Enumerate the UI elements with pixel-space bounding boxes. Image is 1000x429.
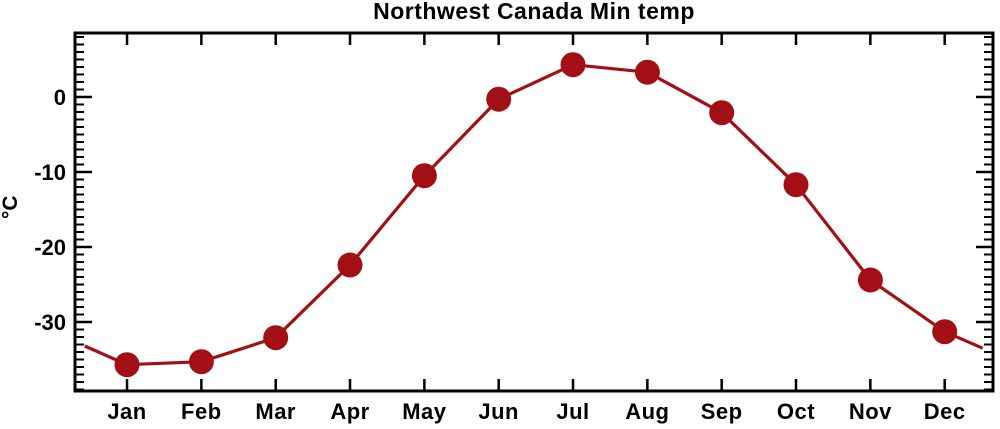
chart-title: Northwest Canada Min temp <box>373 0 695 24</box>
y-tick-label: 0 <box>54 85 66 110</box>
data-point-marker <box>709 100 735 126</box>
x-tick-label: Feb <box>181 399 222 424</box>
x-tick-label: Apr <box>330 399 369 424</box>
x-tick-label: Jan <box>107 399 146 424</box>
data-point-marker <box>263 325 289 351</box>
data-point-marker <box>411 163 437 189</box>
x-tick-label: Mar <box>255 399 296 424</box>
x-tick-label: Oct <box>777 399 815 424</box>
x-tick-label: Jul <box>556 399 589 424</box>
data-point-marker <box>783 172 809 198</box>
data-point-marker <box>114 352 140 378</box>
data-point-marker <box>188 349 214 375</box>
x-tick-label: Aug <box>625 399 669 424</box>
temperature-line <box>84 63 984 367</box>
data-point-marker <box>486 86 512 112</box>
x-tick-label: Dec <box>924 399 966 424</box>
data-point-marker <box>857 267 883 293</box>
y-tick-label: -30 <box>34 310 66 335</box>
data-point-marker <box>337 252 363 278</box>
data-point-marker <box>932 319 958 345</box>
y-tick-label: -20 <box>34 235 66 260</box>
y-tick-label: -10 <box>34 160 66 185</box>
plot-frame <box>73 31 995 393</box>
x-tick-label: Jun <box>478 399 519 424</box>
x-tick-label: May <box>402 399 447 424</box>
data-point-marker <box>560 52 586 78</box>
x-tick-label: Sep <box>701 399 743 424</box>
x-tick-label: Nov <box>849 399 892 424</box>
data-point-marker <box>634 59 660 85</box>
